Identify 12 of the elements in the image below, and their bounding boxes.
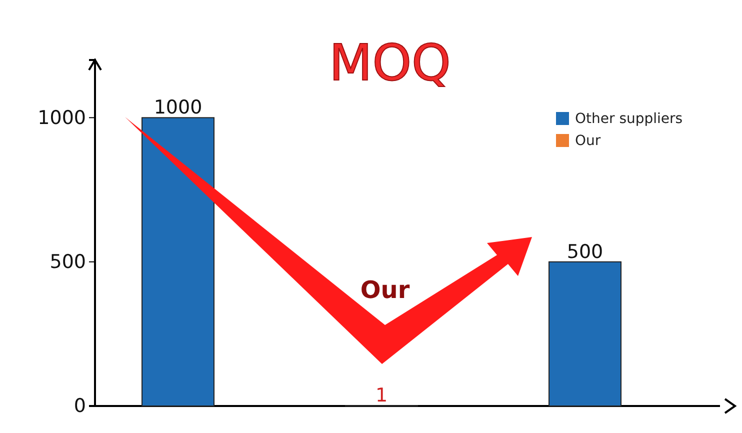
data-label: 1000 (154, 96, 202, 119)
data-label: 1 (375, 384, 388, 407)
annotation: Our (360, 276, 410, 304)
legend-label: Other suppliers (575, 111, 683, 127)
y-tick-label: 0 (74, 395, 86, 418)
data-label: 500 (566, 240, 604, 263)
legend-label: Our (575, 133, 601, 149)
chart-title: MOQ (329, 34, 451, 92)
bar (142, 117, 214, 406)
y-tick-label: 1000 (38, 106, 86, 129)
bar (548, 261, 622, 406)
y-tick-label: 500 (50, 250, 86, 273)
